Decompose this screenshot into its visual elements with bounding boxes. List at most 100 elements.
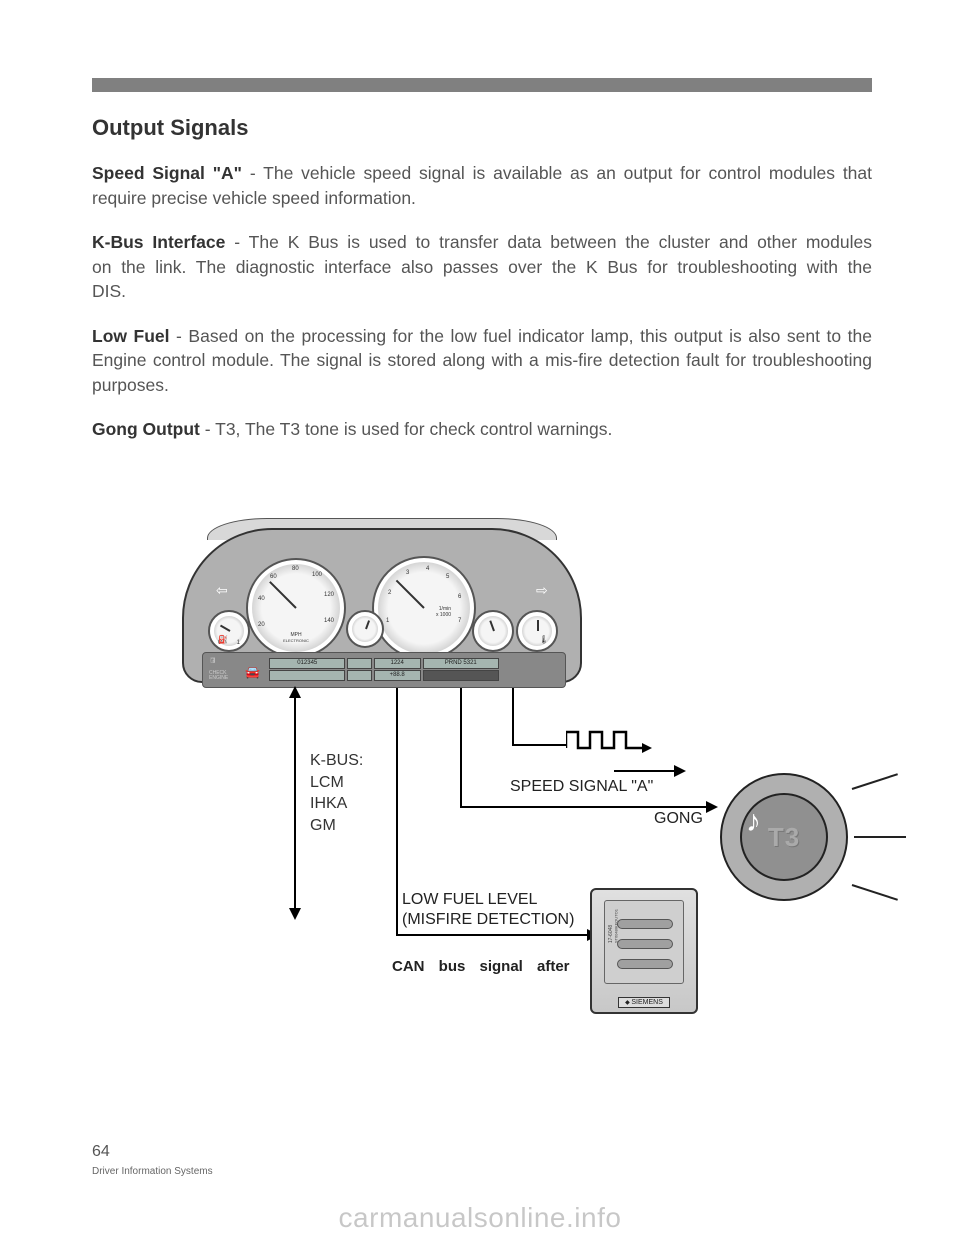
temp-face: 🌡	[522, 616, 552, 646]
ecu-slot-2	[617, 939, 673, 949]
tach-5: 5	[446, 574, 449, 580]
tach-7: 7	[458, 618, 461, 624]
speed-wire-h1	[512, 744, 566, 746]
heading-output-signals: Output Signals	[92, 115, 872, 141]
gong-speaker: T3	[720, 773, 848, 901]
kbus-text: K-BUS: LCM IHKA GM	[310, 750, 363, 836]
econ-face	[352, 616, 378, 642]
square-wave-icon	[566, 726, 652, 756]
turn-left-icon: ⇦	[216, 582, 228, 599]
tach-4: 4	[426, 566, 429, 572]
check-engine-label: CHECK ENGINE	[209, 671, 228, 681]
temp-display: +88.8	[374, 670, 421, 681]
car-icon: 🚘	[245, 665, 260, 679]
text-gong: - T3, The T3 tone is used for check cont…	[200, 419, 612, 439]
disp-b3	[423, 670, 499, 681]
fuel-face: 0 1 ⛽	[214, 616, 244, 646]
gong-wire-v	[460, 688, 462, 808]
ecu-brand-label: ◆ SIEMENS	[592, 997, 696, 1008]
electronic-text: ELECTRONIC	[283, 638, 309, 643]
gong-arrow-icon	[706, 801, 718, 813]
kbus-wire	[294, 688, 296, 918]
speed-arrow-icon	[674, 765, 686, 777]
speed-signal-label: SPEED SIGNAL "A"	[510, 778, 653, 796]
sound-line-3	[852, 884, 898, 901]
gong-wire-h	[460, 806, 708, 808]
speedo-face: 20 40 60 80 100 120 140 MPH ELECTRONIC	[252, 564, 340, 652]
tick-80: 80	[292, 566, 299, 572]
tach-3: 3	[406, 570, 409, 576]
label-kbus: K-Bus Interface	[92, 232, 225, 252]
music-note-icon: ♪	[746, 805, 761, 839]
gear-display: PRND 5321	[423, 658, 499, 669]
speed-wire-h2	[614, 770, 676, 772]
tachometer: 1 2 3 4 5 6 7 1/min x 1000	[372, 556, 476, 660]
lowfuel-wire-h	[396, 934, 590, 936]
speedometer: 20 40 60 80 100 120 140 MPH ELECTRONIC	[246, 558, 346, 658]
page: Output Signals Speed Signal "A" - The ve…	[0, 0, 960, 1242]
label-gong: Gong Output	[92, 419, 200, 439]
tick-140: 140	[324, 618, 334, 624]
temp-needle	[537, 621, 539, 632]
tach-needle	[396, 580, 425, 609]
ecu-slot-1	[617, 919, 673, 929]
mph-label: MPH ELECTRONIC	[252, 632, 340, 644]
para-speed: Speed Signal "A" - The vehicle speed sig…	[92, 161, 872, 210]
display-row-top: 012345 1224 PRND 5321	[269, 658, 499, 669]
tick-120: 120	[324, 592, 334, 598]
instrument-cluster: ⇦ ⇨ 20 40 60 80 100 120 140 MPH E	[182, 518, 582, 688]
content-area: Output Signals Speed Signal "A" - The ve…	[92, 115, 872, 462]
tach-face: 1 2 3 4 5 6 7 1/min x 1000	[378, 562, 470, 654]
aux-face	[478, 616, 508, 646]
para-lowfuel: Low Fuel - Based on the processing for t…	[92, 324, 872, 398]
ecu-brand-text: SIEMENS	[631, 999, 663, 1006]
lowfuel-label: LOW FUEL LEVEL (MISFIRE DETECTION)	[402, 890, 574, 930]
fuel-pump-icon: ⛽	[218, 635, 228, 644]
tach-2: 2	[388, 590, 391, 596]
tach-6: 6	[458, 594, 461, 600]
canbus-label: CAN bus signal after	[392, 958, 570, 975]
clock-display: 1224	[374, 658, 421, 669]
speed-wire-v	[512, 688, 514, 746]
ecu-module: 17-6048 ST6048IKEOUTO1 ◆ SIEMENS	[590, 888, 698, 1014]
odo-display: 012345	[269, 658, 345, 669]
tick-20: 20	[258, 622, 265, 628]
tick-40: 40	[258, 596, 265, 602]
aux-needle	[489, 621, 494, 632]
disp-b1	[347, 670, 371, 681]
econ-gauge	[346, 610, 384, 648]
label-lowfuel: Low Fuel	[92, 326, 170, 346]
temp-gauge: 🌡	[516, 610, 558, 652]
aux-gauge	[472, 610, 514, 652]
cluster-body: ⇦ ⇨ 20 40 60 80 100 120 140 MPH E	[182, 528, 582, 683]
sound-line-1	[852, 773, 898, 790]
tach-1: 1	[386, 618, 389, 624]
tick-60: 60	[270, 574, 277, 580]
tick-100: 100	[312, 572, 322, 578]
gong-t3-text: T3	[768, 822, 800, 853]
speedo-needle	[269, 581, 297, 609]
fuel-gauge: 0 1 ⛽	[208, 610, 250, 652]
header-bar	[92, 78, 872, 92]
text-lowfuel: - Based on the processing for the low fu…	[92, 326, 872, 395]
econ-needle	[365, 620, 370, 629]
gong-label: GONG	[654, 810, 703, 828]
label-speed-signal: Speed Signal "A"	[92, 163, 242, 183]
temp-icon: 🌡	[539, 635, 549, 644]
lowfuel-wire-v	[396, 688, 398, 936]
fuel-needle	[220, 625, 230, 632]
disp-blank1	[347, 658, 371, 669]
display-row-bottom: +88.8	[269, 670, 499, 681]
page-number: 64	[92, 1143, 213, 1161]
fuel-1: 1	[237, 640, 240, 646]
para-gong: Gong Output - T3, The T3 tone is used fo…	[92, 417, 872, 442]
tach-unit: 1/min x 1000	[436, 606, 451, 618]
ecu-inner: 17-6048 ST6048IKEOUTO1	[604, 900, 684, 984]
footer-title: Driver Information Systems	[92, 1166, 213, 1177]
diagram: ⇦ ⇨ 20 40 60 80 100 120 140 MPH E	[92, 510, 872, 1060]
para-kbus: K-Bus Interface - The K Bus is used to t…	[92, 230, 872, 304]
ecu-slot-3	[617, 959, 673, 969]
disp-b0	[269, 670, 345, 681]
sound-line-2	[854, 836, 906, 838]
page-footer: 64 Driver Information Systems	[92, 1143, 213, 1177]
